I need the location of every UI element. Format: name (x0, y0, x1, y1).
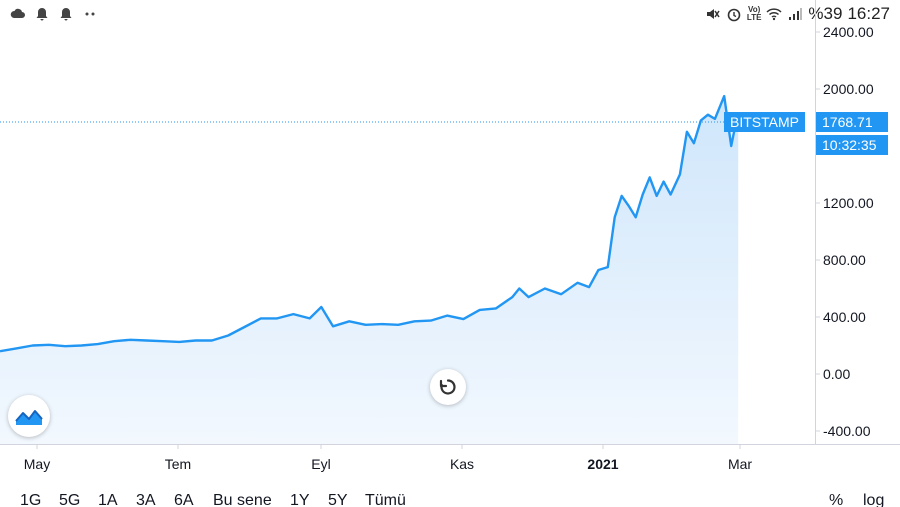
tradingview-logo-button[interactable] (8, 395, 50, 437)
mute-icon (706, 9, 720, 19)
wifi-icon (766, 8, 782, 21)
countdown-badge: 10:32:35 (816, 134, 888, 155)
last-price-badge: 1768.71 (816, 111, 888, 132)
range-5g[interactable]: 5G (59, 492, 81, 507)
system-icons: Vo) LTE %39 16:27 (705, 4, 890, 24)
alarm-icon (727, 8, 741, 22)
range-1y[interactable]: 1Y (290, 492, 310, 507)
y-tick-label: 2000.00 (823, 81, 874, 97)
x-tick-label: May (24, 456, 50, 472)
signal-icon (789, 8, 803, 20)
battery-text: %39 (808, 4, 843, 23)
reset-icon (439, 379, 456, 395)
series-area (0, 96, 739, 444)
dots-icon (85, 12, 95, 16)
y-tick-label: 400.00 (823, 309, 866, 325)
y-axis-ticks: 2400.00 2000.00 1200.00 800.00 400.00 0.00 -40… (815, 24, 874, 439)
bell-icon (36, 8, 48, 21)
range-bu-sene[interactable]: Bu sene (213, 492, 272, 507)
bell-icon (60, 8, 72, 21)
exchange-badge: BITSTAMP (724, 111, 805, 132)
axis-layer (0, 0, 900, 445)
price-chart[interactable]: 2400.00 2000.00 1200.00 800.00 400.00 0.00 -40… (0, 0, 900, 487)
percent-scale-button[interactable]: % (829, 492, 844, 507)
y-tick-label: 800.00 (823, 252, 866, 268)
x-tick-label: 2021 (587, 456, 618, 472)
reset-chart-button[interactable] (430, 369, 466, 405)
area-layer (0, 96, 739, 444)
tradingview-cloud-icon (15, 410, 43, 425)
x-tick-label: Mar (728, 456, 752, 472)
y-tick-label: 0.00 (823, 366, 850, 382)
time-range-bar: 1G 5G 1A 3A 6A Bu sene 1Y 5Y Tümü % log (0, 487, 900, 507)
series-layer (0, 94, 739, 353)
y-tick-label: 2400.00 (823, 24, 874, 40)
volte-line2: LTE (746, 13, 762, 22)
x-tick-label: Eyl (311, 456, 330, 472)
log-scale-button[interactable]: log (863, 492, 885, 507)
range-1g[interactable]: 1G (20, 492, 42, 507)
volte-icon: Vo) LTE (747, 6, 762, 22)
range-6a[interactable]: 6A (174, 492, 194, 507)
range-5y[interactable]: 5Y (328, 492, 348, 507)
range-all[interactable]: Tümü (365, 492, 406, 507)
x-tick-label: Tem (165, 456, 191, 472)
notification-icons (10, 6, 98, 22)
status-bar: Vo) LTE %39 16:27 (0, 0, 900, 32)
clock-time: 16:27 (847, 4, 890, 23)
x-tick-label: Kas (450, 456, 474, 472)
volte-line1: Vo) (748, 5, 761, 14)
cloud-icon (10, 8, 25, 18)
y-tick-label: -400.00 (823, 423, 871, 439)
range-3a[interactable]: 3A (136, 492, 156, 507)
series-line (0, 94, 739, 353)
y-tick-label: 1200.00 (823, 195, 874, 211)
x-axis-ticks: May Tem Eyl Kas 2021 Mar (24, 444, 752, 472)
range-1a[interactable]: 1A (98, 492, 118, 507)
